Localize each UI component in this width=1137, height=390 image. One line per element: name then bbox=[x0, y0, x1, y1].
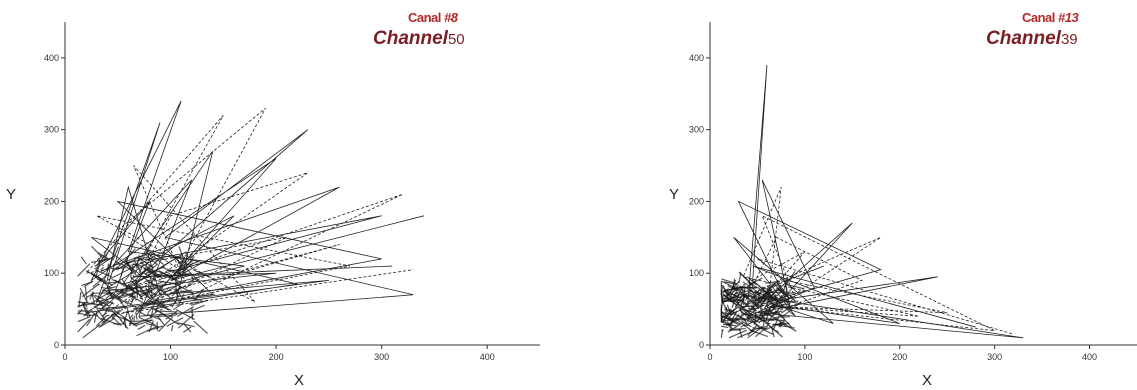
y-tick-label-0-100: 100 bbox=[44, 268, 59, 278]
y-tick-label-1-200: 200 bbox=[689, 196, 704, 206]
old-channel-label-left: Canal #8 bbox=[408, 10, 458, 25]
trajectory-series-1-1 bbox=[733, 186, 1014, 335]
channel-number-left: 50 bbox=[447, 31, 465, 48]
chart-panel-right: 0 100 200 300 400 0 100 200 300 400 Canal #13 Cha… bbox=[660, 0, 1137, 390]
channel-number-right: 39 bbox=[1060, 31, 1078, 48]
y-tick-label-1-300: 300 bbox=[689, 125, 704, 135]
x-tick-label-0-0: 0 bbox=[62, 352, 67, 362]
x-tick-label-1-400: 400 bbox=[1082, 352, 1097, 362]
x-axis-title-left: X bbox=[294, 372, 305, 389]
channel-word-right: Channel bbox=[986, 28, 1061, 49]
old-channel-label-right: Canal #13 bbox=[1022, 10, 1079, 25]
channel-word-left: Channel bbox=[373, 28, 448, 49]
trajectory-series-0-1 bbox=[85, 107, 414, 317]
trajectory-cluster-1 bbox=[720, 270, 804, 339]
x-tick-label-1-0: 0 bbox=[707, 352, 712, 362]
y-tick-label-1-100: 100 bbox=[689, 268, 704, 278]
y-tick-label-1-0: 0 bbox=[699, 340, 704, 350]
x-tick-label-1-300: 300 bbox=[987, 352, 1002, 362]
trajectory-series-0-2 bbox=[85, 150, 393, 314]
x-tick-label-1-100: 100 bbox=[797, 352, 812, 362]
y-tick-label-1-400: 400 bbox=[689, 53, 704, 63]
x-tick-label-0-200: 200 bbox=[269, 352, 284, 362]
x-tick-label-0-100: 100 bbox=[163, 352, 178, 362]
chart-panel-left: 0 100 200 300 400 0 100 200 300 400 Canal #8 Chan… bbox=[0, 0, 560, 390]
y-tick-label-0-300: 300 bbox=[44, 125, 59, 135]
x-tick-label-0-300: 300 bbox=[374, 352, 389, 362]
y-axis-title-left: Y bbox=[6, 186, 17, 203]
trajectory-series-1-0 bbox=[733, 65, 1024, 339]
channel-label-left: Channel50 bbox=[373, 28, 465, 50]
channel-label-right: Channel39 bbox=[986, 28, 1078, 50]
y-tick-label-0-400: 400 bbox=[44, 53, 59, 63]
x-tick-label-1-200: 200 bbox=[892, 352, 907, 362]
x-axis-title-right: X bbox=[922, 372, 933, 389]
y-tick-label-0-0: 0 bbox=[54, 340, 59, 350]
chart-svg-left: 0 100 200 300 400 0 100 200 300 400 bbox=[44, 22, 540, 362]
x-tick-label-0-400: 400 bbox=[480, 352, 495, 362]
y-axis-title-right: Y bbox=[669, 186, 680, 203]
chart-svg-right: 0 100 200 300 400 0 100 200 300 400 bbox=[689, 22, 1137, 362]
y-tick-label-0-200: 200 bbox=[44, 196, 59, 206]
